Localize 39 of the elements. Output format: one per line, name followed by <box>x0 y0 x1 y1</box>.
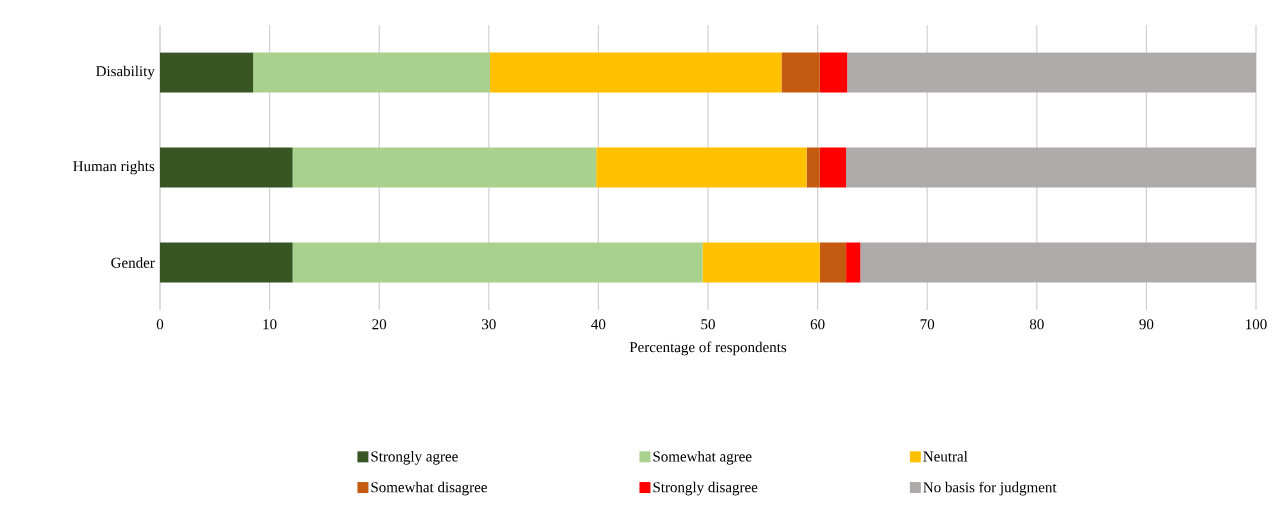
bar <box>160 147 293 188</box>
legend-label: Somewhat disagree <box>371 481 487 496</box>
bar <box>253 52 490 93</box>
bar <box>702 242 820 283</box>
y-tick-label: Disability <box>96 65 155 80</box>
legend-label: Strongly disagree <box>653 481 758 496</box>
x-tick-label: 60 <box>810 319 825 330</box>
y-tick-label: Human rights <box>73 160 155 175</box>
bar <box>860 242 1256 283</box>
x-tick-label: 90 <box>1139 319 1154 330</box>
x-tick-label: 70 <box>920 319 935 330</box>
legend-label: Strongly agree <box>371 451 458 465</box>
x-tick-label: 30 <box>482 319 496 330</box>
x-tick-label: 10 <box>263 319 277 330</box>
legend-label: Somewhat agree <box>653 451 752 465</box>
x-tick-label: 100 <box>1246 319 1267 330</box>
bar <box>781 52 820 93</box>
bar <box>819 147 847 188</box>
bar <box>160 52 254 93</box>
x-tick-label: 80 <box>1029 319 1044 330</box>
y-tick-label: Gender <box>111 257 155 268</box>
bar <box>847 52 1256 93</box>
bar <box>819 242 847 283</box>
x-tick-label: 50 <box>701 319 715 330</box>
legend-label: No basis for judgment <box>923 481 1057 496</box>
bar <box>846 242 861 283</box>
bar <box>806 147 820 188</box>
x-axis-title: Percentage of respondents <box>629 341 787 356</box>
bar <box>160 242 293 283</box>
legend-label: Neutral <box>923 451 968 462</box>
bar <box>292 242 703 283</box>
bar <box>489 52 782 93</box>
bar <box>292 147 597 188</box>
bar <box>596 147 807 188</box>
x-tick-label: 40 <box>591 319 606 330</box>
bar <box>846 147 1256 188</box>
bar <box>819 52 848 93</box>
x-tick-label: 0 <box>156 319 164 330</box>
x-tick-label: 20 <box>372 319 387 330</box>
